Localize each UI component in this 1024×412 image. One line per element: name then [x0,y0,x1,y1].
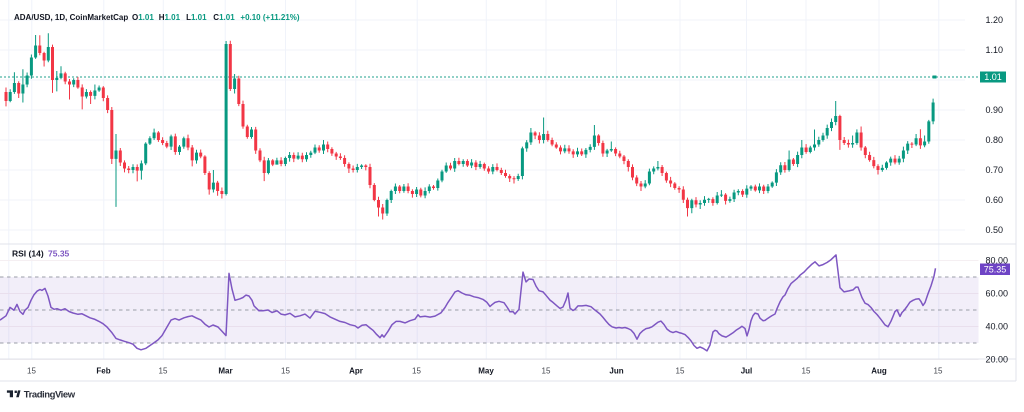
svg-text:75.35: 75.35 [984,265,1007,275]
svg-text:0.70: 0.70 [986,165,1004,175]
svg-text:15: 15 [802,367,811,376]
svg-text:Mar: Mar [218,367,232,376]
svg-text:15: 15 [27,367,36,376]
svg-text:May: May [478,367,494,376]
svg-text:H1.01: H1.01 [159,13,181,22]
svg-text:40.00: 40.00 [986,322,1009,332]
svg-text:0.80: 0.80 [986,135,1004,145]
svg-text:15: 15 [159,367,168,376]
svg-text:15: 15 [934,367,943,376]
svg-text:15: 15 [542,367,551,376]
svg-text:75.35: 75.35 [48,249,70,259]
svg-text:Jul: Jul [741,367,753,376]
svg-text:Jun: Jun [609,367,623,376]
svg-text:20.00: 20.00 [986,355,1009,365]
svg-text:1.01: 1.01 [984,72,1002,82]
svg-text:Feb: Feb [96,367,110,376]
svg-text:1.20: 1.20 [986,15,1004,25]
svg-text:0.90: 0.90 [986,105,1004,115]
svg-text:RSI (14): RSI (14) [12,249,44,259]
svg-text:Apr: Apr [349,367,363,376]
svg-text:60.00: 60.00 [986,289,1009,299]
svg-text:+0.10 (+11.21%): +0.10 (+11.21%) [240,13,299,22]
svg-text:15: 15 [281,367,290,376]
svg-text:C1.01: C1.01 [213,13,235,22]
svg-text:TradingView: TradingView [24,389,76,400]
svg-text:1.10: 1.10 [986,45,1004,55]
svg-text:15: 15 [676,367,685,376]
svg-text:O1.01: O1.01 [132,13,154,22]
svg-text:L1.01: L1.01 [186,13,207,22]
svg-text:Aug: Aug [871,367,887,376]
svg-text:ADA/USD, 1D, CoinMarketCap: ADA/USD, 1D, CoinMarketCap [14,13,128,22]
svg-text:0.60: 0.60 [986,195,1004,205]
svg-text:80.00: 80.00 [986,256,1009,266]
svg-text:0.50: 0.50 [986,225,1004,235]
svg-text:15: 15 [412,367,421,376]
